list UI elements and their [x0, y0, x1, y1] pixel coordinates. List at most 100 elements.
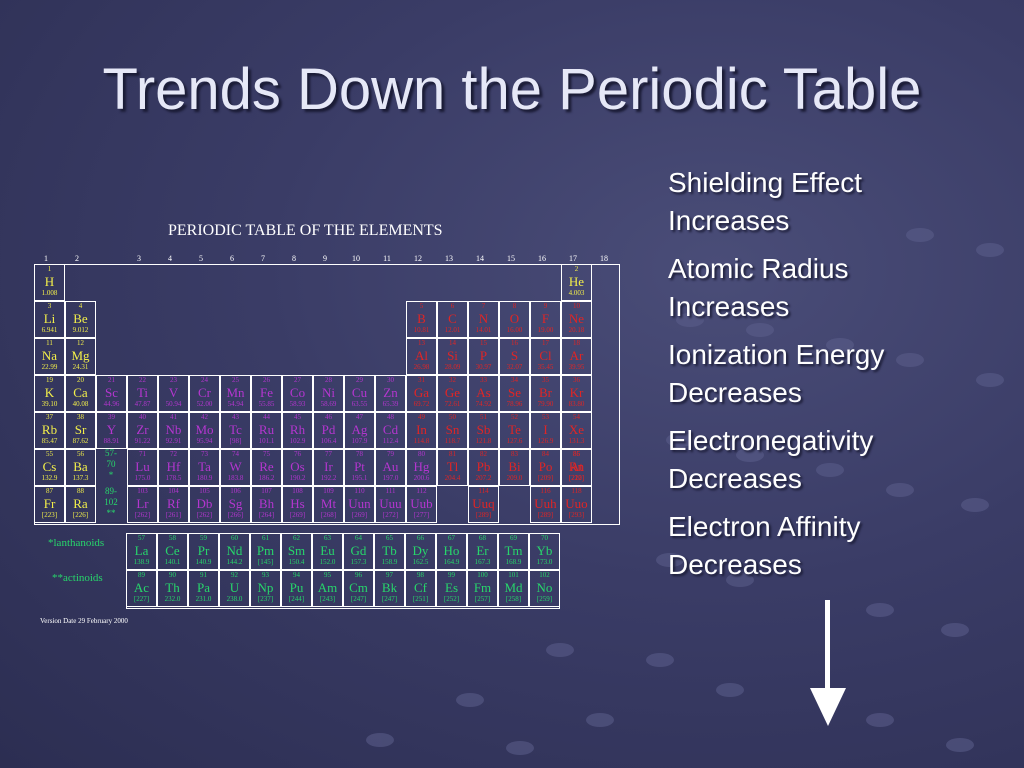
atomic-mass: 167.3	[474, 558, 491, 566]
element-cell-ru: 44 Ru 101.1	[251, 412, 282, 449]
atomic-mass: 87.62	[72, 437, 89, 445]
atomic-number: 94	[293, 571, 300, 579]
atomic-mass: [145]	[257, 558, 274, 566]
element-cell-as: 33 As 74.92	[468, 375, 499, 412]
element-symbol: Os	[290, 459, 305, 474]
atomic-number: 82	[480, 450, 487, 458]
element-cell-ne: 10 Ne 20.18	[561, 301, 592, 338]
group-number-row: 1 2 3 4 5 6 7 8 9 10 11 12 13 14 15 16 1…	[28, 254, 628, 266]
atomic-number: 32	[449, 376, 456, 384]
atomic-number: 87	[46, 487, 53, 495]
atomic-number: 78	[356, 450, 363, 458]
element-cell-db: 105 Db [262]	[189, 486, 220, 523]
element-cell-ta: 73 Ta 180.9	[189, 449, 220, 486]
atomic-number: 41	[170, 413, 177, 421]
atomic-mass: 50.94	[165, 400, 182, 408]
element-symbol: Fr	[43, 496, 56, 511]
atomic-number: 49	[418, 413, 425, 421]
group-number: 16	[538, 254, 546, 263]
atomic-mass: 101.1	[258, 437, 275, 445]
atomic-mass: 200.6	[413, 474, 430, 482]
element-symbol: Uub	[410, 496, 433, 511]
element-cell-br: 35 Br 79.90	[530, 375, 561, 412]
atomic-mass: 74.92	[475, 400, 492, 408]
element-cell-cu: 29 Cu 63.55	[344, 375, 375, 412]
atomic-mass: 1.008	[41, 289, 58, 297]
element-cell-hs: 108 Hs [269]	[282, 486, 313, 523]
element-symbol: Ho	[443, 543, 460, 558]
element-symbol: Cu	[351, 385, 368, 400]
atomic-mass: 138.9	[133, 558, 150, 566]
element-symbol: Cf	[414, 580, 427, 595]
atomic-mass: 92.91	[165, 437, 182, 445]
element-cell-se: 34 Se 78.96	[499, 375, 530, 412]
atomic-mass: [277]	[413, 511, 430, 519]
element-symbol: Cd	[382, 422, 399, 437]
element-cell-si: 14 Si 28.09	[437, 338, 468, 375]
atomic-number: 33	[480, 376, 487, 384]
atomic-number: 6	[450, 302, 455, 310]
atomic-mass: 209.0	[506, 474, 523, 482]
atomic-number: 99	[448, 571, 455, 579]
atomic-number: 1	[47, 265, 52, 273]
element-symbol: Xe	[568, 422, 585, 437]
element-cell-i: 53 I 126.9	[530, 412, 561, 449]
element-cell-bh: 107 Bh [264]	[251, 486, 282, 523]
element-cell-ni: 28 Ni 58.69	[313, 375, 344, 412]
atomic-number: 70	[541, 534, 548, 542]
atomic-number: 68	[479, 534, 486, 542]
element-symbol: Hs	[290, 496, 305, 511]
atomic-mass: [264]	[258, 511, 275, 519]
atomic-number: 24	[201, 376, 208, 384]
atomic-mass: 47.87	[134, 400, 151, 408]
atomic-mass: 126.9	[537, 437, 554, 445]
atomic-mass: [262]	[196, 511, 213, 519]
element-symbol: Kr	[569, 385, 584, 400]
atomic-number: 15	[480, 339, 487, 347]
atomic-mass: 231.0	[195, 595, 212, 603]
atomic-mass: [244]	[288, 595, 305, 603]
atomic-number: 56	[77, 450, 84, 458]
atomic-number: 109	[323, 487, 334, 495]
element-cell-al: 13 Al 26.98	[406, 338, 437, 375]
atomic-number: 42	[201, 413, 208, 421]
element-cell-u: 92 U 238.0	[219, 570, 250, 607]
atomic-mass: 106.4	[320, 437, 337, 445]
element-symbol: Sn	[445, 422, 460, 437]
atomic-mass: 69.72	[413, 400, 430, 408]
element-cell-ga: 31 Ga 69.72	[406, 375, 437, 412]
element-cell-rn: 86 Rn [222]	[561, 449, 592, 486]
element-cell-la: 57 La 138.9	[126, 533, 157, 570]
element-cell-fe: 26 Fe 55.85	[251, 375, 282, 412]
atomic-mass: [272]	[382, 511, 399, 519]
element-symbol: Nd	[226, 543, 243, 558]
element-cell-cm: 96 Cm [247]	[343, 570, 374, 607]
element-symbol: No	[536, 580, 553, 595]
atomic-number: 92	[231, 571, 238, 579]
element-symbol: Cs	[42, 459, 57, 474]
element-cell-mo: 42 Mo 95.94	[189, 412, 220, 449]
atomic-mass: 238.0	[226, 595, 243, 603]
element-symbol: Bh	[258, 496, 275, 511]
element-cell-ra: 88 Ra [226]	[65, 486, 96, 523]
atomic-mass: 175.0	[134, 474, 151, 482]
actinide-placeholder: 89- 102 **	[96, 486, 126, 518]
atomic-number: 30	[387, 376, 394, 384]
atomic-number: 34	[511, 376, 518, 384]
element-symbol: Ta	[198, 459, 211, 474]
atomic-number: 62	[293, 534, 300, 542]
element-cell-bk: 97 Bk [247]	[374, 570, 405, 607]
atomic-number: 11	[46, 339, 53, 347]
trend-label: Ionization Energy	[668, 339, 885, 370]
atomic-number: 21	[108, 376, 115, 384]
atomic-mass: 157.3	[350, 558, 367, 566]
element-symbol: Rn	[568, 459, 585, 474]
element-cell-po: 84 Po [209]	[530, 449, 561, 486]
atomic-mass: 85.47	[41, 437, 58, 445]
element-cell-he: 2 He 4.003	[561, 264, 592, 301]
element-cell-rf: 104 Rf [261]	[158, 486, 189, 523]
element-cell-yb: 70 Yb 173.0	[529, 533, 560, 570]
atomic-number: 22	[139, 376, 146, 384]
element-symbol: Re	[259, 459, 274, 474]
